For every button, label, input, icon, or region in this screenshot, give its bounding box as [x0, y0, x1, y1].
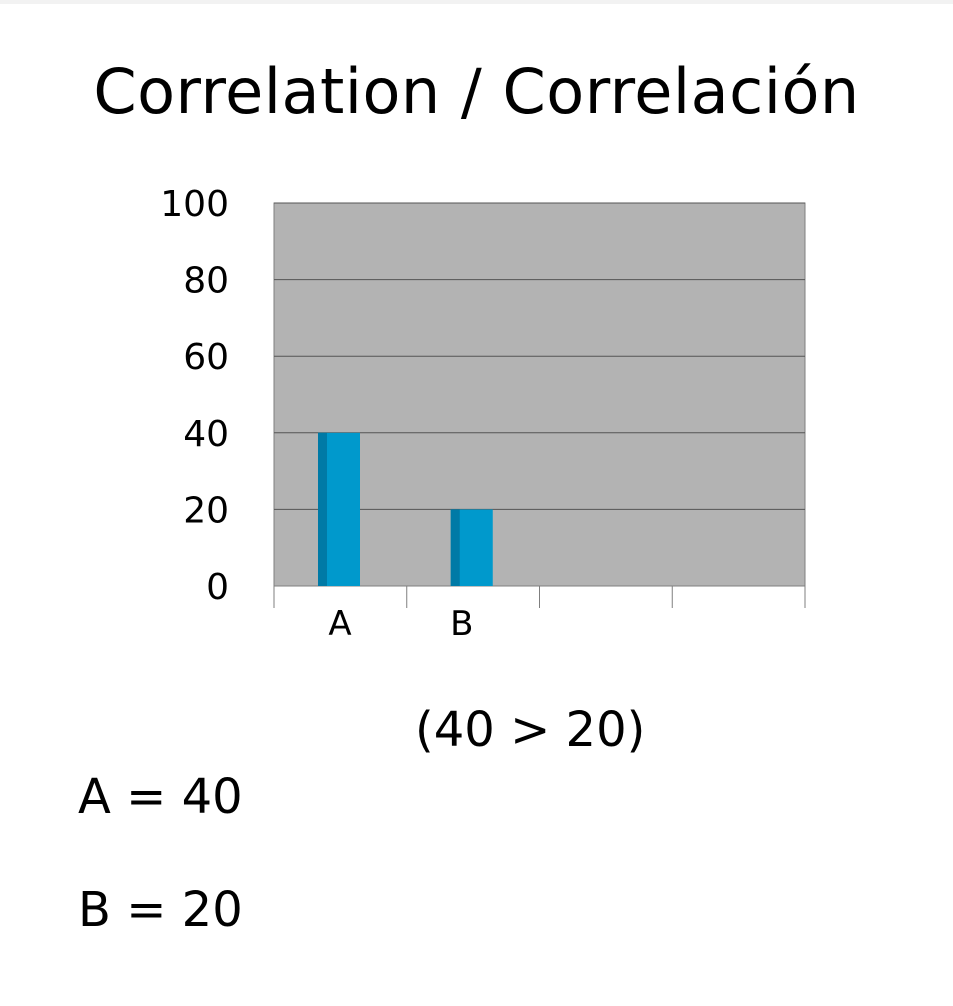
bar-side-A	[318, 432, 327, 586]
x-tick-label-A: A	[328, 604, 351, 644]
y-tick-label-80: 80	[183, 261, 229, 302]
bar-chart: 0 20 40 60 80 100 A B	[160, 184, 806, 644]
y-tick-label-100: 100	[160, 184, 229, 225]
y-tick-label-60: 60	[183, 337, 229, 378]
top-rule	[0, 0, 953, 4]
y-tick-label-40: 40	[183, 414, 229, 455]
x-tick-label-B: B	[450, 604, 473, 644]
y-tick-label-0: 0	[206, 567, 229, 608]
plot-area	[273, 202, 806, 587]
y-tick-label-20: 20	[183, 490, 229, 531]
page-title: Correlation / Correlación	[93, 55, 860, 128]
bar-side-B	[450, 509, 460, 586]
stat-b-value: B = 20	[78, 882, 243, 938]
comparison-text: (40 > 20)	[415, 702, 646, 758]
stat-a-value: A = 40	[78, 769, 243, 825]
